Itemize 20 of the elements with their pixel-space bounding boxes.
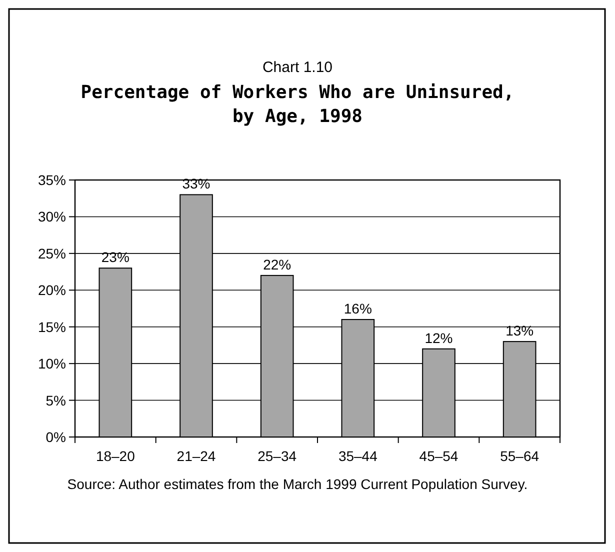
source-note: Source: Author estimates from the March 1999 Current Population Survey. [67, 476, 528, 492]
x-tick-label: 18–20 [96, 448, 136, 464]
y-tick-label: 0% [46, 429, 66, 445]
x-tick-label: 25–34 [258, 448, 297, 464]
y-tick-label: 10% [38, 356, 66, 372]
y-tick-label: 35% [38, 172, 66, 188]
y-tick-label: 30% [38, 208, 66, 225]
x-tick-label: 55–64 [500, 448, 540, 464]
x-tick-label: 21–24 [176, 448, 216, 464]
y-tick-label: 25% [38, 245, 66, 262]
data-label: 12% [424, 330, 453, 346]
chart-subtitle: Percentage of Workers Who are Uninsured, by Age, 1998 [80, 82, 514, 127]
data-label: 22% [263, 256, 292, 272]
y-tick-label: 20% [38, 282, 66, 298]
chart-title: Chart 1.10 [262, 59, 333, 76]
x-tick-label: 45–54 [419, 448, 458, 464]
y-tick-label: 15% [38, 318, 66, 335]
x-tick-label: 35–44 [338, 448, 378, 464]
y-tick-label: 5% [46, 392, 66, 408]
data-label: 16% [344, 300, 372, 317]
